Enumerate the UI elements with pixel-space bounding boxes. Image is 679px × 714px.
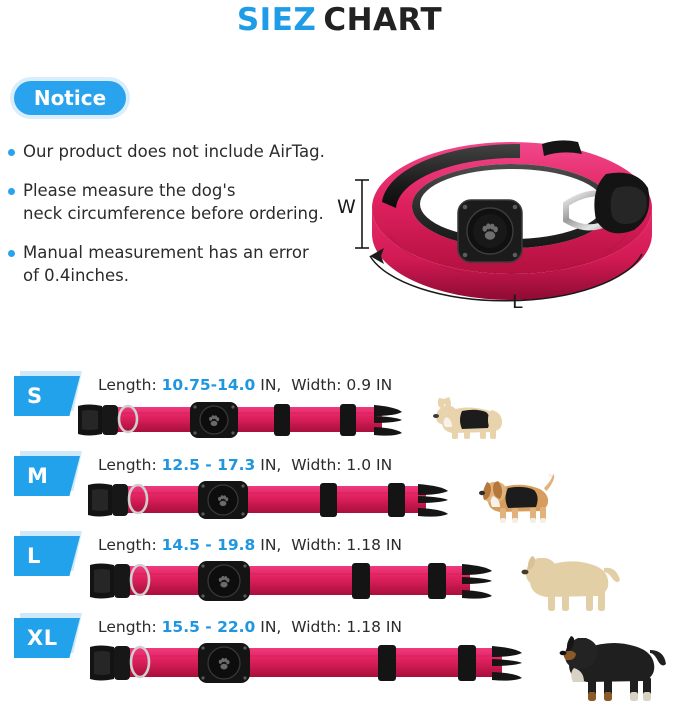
- collar-strip-l: [90, 558, 492, 604]
- notice-list: Our product does not include AirTag. Ple…: [8, 140, 358, 303]
- size-letter: S: [27, 384, 43, 408]
- length-suffix: IN,: [255, 376, 282, 394]
- size-spec-s: Length: 10.75-14.0 IN, Width: 0.9 IN: [98, 376, 392, 394]
- product-hero-image: [330, 108, 679, 333]
- notice-badge: Notice: [14, 81, 126, 115]
- list-item: Manual measurement has an error of 0.4in…: [8, 241, 358, 287]
- size-badge-m: M: [14, 451, 82, 496]
- badge-plate: S: [14, 376, 80, 416]
- page-title: SIEZ CHART: [0, 2, 679, 38]
- width-value: Width: 0.9 IN: [291, 376, 393, 394]
- length-prefix: Length:: [98, 376, 162, 394]
- size-letter: M: [27, 464, 49, 488]
- title-brand: SIEZ: [236, 2, 317, 38]
- title-word: CHART: [323, 2, 443, 38]
- dog-illustration-rottweiler: [558, 624, 666, 704]
- notice-badge-label: Notice: [33, 86, 107, 110]
- size-row-m: M Length: 12.5 - 17.3 IN, Width: 1.0 IN: [0, 451, 679, 536]
- width-value: Width: 1.18 IN: [291, 536, 403, 554]
- width-measure-bracket: [355, 179, 369, 249]
- size-badge-xl: XL: [14, 613, 82, 658]
- size-row-xl: XL Length: 15.5 - 22.0 IN, Width: 1.18 I…: [0, 613, 679, 701]
- notice-text: Please measure the dog's neck circumfere…: [23, 181, 324, 223]
- size-letter: XL: [27, 626, 58, 650]
- length-value: 14.5 - 19.8: [161, 536, 256, 554]
- list-item: Our product does not include AirTag.: [8, 140, 358, 163]
- size-badge-l: L: [14, 531, 82, 576]
- size-row-l: L Length: 14.5 - 19.8 IN, Width: 1.18 IN: [0, 531, 679, 616]
- size-badge-s: S: [14, 371, 82, 416]
- bullet-dot-icon: [8, 250, 15, 257]
- length-value: 12.5 - 17.3: [161, 456, 256, 474]
- length-prefix: Length:: [98, 618, 162, 636]
- width-value: Width: 1.18 IN: [291, 618, 403, 636]
- length-prefix: Length:: [98, 536, 162, 554]
- notice-text: Manual measurement has an error of 0.4in…: [23, 243, 309, 285]
- length-suffix: IN,: [255, 618, 282, 636]
- length-suffix: IN,: [255, 456, 282, 474]
- size-spec-xl: Length: 15.5 - 22.0 IN, Width: 1.18 IN: [98, 618, 402, 636]
- size-spec-m: Length: 12.5 - 17.3 IN, Width: 1.0 IN: [98, 456, 392, 474]
- dog-illustration-labrador: [520, 542, 620, 614]
- dog-illustration-beagle: [478, 470, 556, 528]
- notice-text: Our product does not include AirTag.: [23, 142, 325, 161]
- badge-plate: XL: [14, 618, 80, 658]
- collar-strip-m: [88, 478, 448, 522]
- size-spec-l: Length: 14.5 - 19.8 IN, Width: 1.18 IN: [98, 536, 402, 554]
- bullet-dot-icon: [8, 149, 15, 156]
- length-value: 15.5 - 22.0: [161, 618, 256, 636]
- collar-strip-xl: [90, 640, 522, 686]
- collar-strip-s: [78, 398, 404, 442]
- width-value: Width: 1.0 IN: [291, 456, 393, 474]
- bullet-dot-icon: [8, 188, 15, 195]
- length-prefix: Length:: [98, 456, 162, 474]
- badge-plate: M: [14, 456, 80, 496]
- length-value: 10.75-14.0: [161, 376, 256, 394]
- dog-illustration-corgi: [432, 392, 506, 444]
- size-row-s: S Length: 10.75-14.0 IN, Width: 0.9 IN: [0, 371, 679, 456]
- badge-plate: L: [14, 536, 80, 576]
- width-label: W: [337, 196, 356, 218]
- length-measure-arrow: [369, 248, 643, 302]
- list-item: Please measure the dog's neck circumfere…: [8, 179, 358, 225]
- length-suffix: IN,: [255, 536, 282, 554]
- size-letter: L: [27, 544, 41, 568]
- length-label: L: [512, 291, 523, 313]
